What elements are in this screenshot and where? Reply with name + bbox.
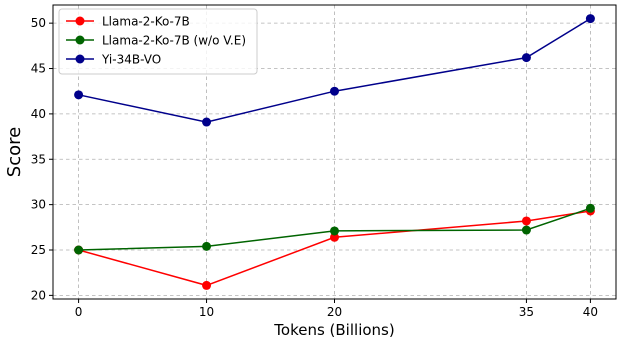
series-2: [74, 14, 595, 127]
y-tick-label: 20: [31, 288, 46, 302]
data-point: [202, 117, 212, 127]
series-layer: [74, 14, 595, 290]
legend: Llama-2-Ko-7B Llama-2-Ko-7B (w/o V.E) Yi-3…: [58, 8, 258, 75]
data-point: [521, 225, 531, 235]
data-point: [330, 86, 339, 96]
series-1: [74, 203, 595, 255]
legend-label: Llama-2-Ko-7B (w/o V.E): [102, 34, 246, 48]
data-point: [202, 280, 212, 290]
data-point: [74, 90, 84, 100]
data-point: [521, 53, 531, 63]
series-0: [74, 206, 595, 290]
x-tick-label: 10: [199, 305, 214, 319]
legend-box: [58, 8, 258, 75]
x-tick-label: 35: [519, 305, 534, 319]
axis-ticks: 0 10 20 35 40 20 25 30 35 40 45 50: [31, 16, 598, 319]
data-point: [521, 216, 531, 226]
y-tick-label: 35: [31, 152, 46, 166]
y-tick-label: 30: [31, 198, 46, 212]
y-axis-title: Score: [4, 127, 25, 177]
y-tick-label: 50: [31, 16, 46, 30]
x-tick-label: 40: [583, 305, 598, 319]
y-tick-label: 25: [31, 243, 46, 257]
data-point: [585, 14, 595, 24]
y-tick-label: 45: [31, 62, 46, 76]
legend-label: Llama-2-Ko-7B: [102, 15, 190, 29]
legend-entry: Llama-2-Ko-7B (w/o V.E): [66, 34, 246, 48]
data-point: [202, 241, 212, 251]
plot-area-frame: [52, 4, 617, 300]
y-tick-label: 40: [31, 107, 46, 121]
legend-entry: Llama-2-Ko-7B: [66, 15, 190, 29]
legend-label: Yi-34B-VO: [101, 53, 161, 67]
x-tick-label: 0: [75, 305, 83, 319]
legend-entry: Yi-34B-VO: [66, 53, 161, 67]
x-axis-title: Tokens (Billions): [273, 321, 394, 339]
data-point: [330, 232, 339, 242]
data-point: [74, 245, 84, 255]
legend-marker: [75, 54, 85, 64]
data-point: [330, 226, 339, 236]
legend-marker: [75, 16, 85, 26]
legend-marker: [75, 35, 85, 45]
x-tick-label: 20: [327, 305, 342, 319]
data-point: [585, 203, 595, 213]
